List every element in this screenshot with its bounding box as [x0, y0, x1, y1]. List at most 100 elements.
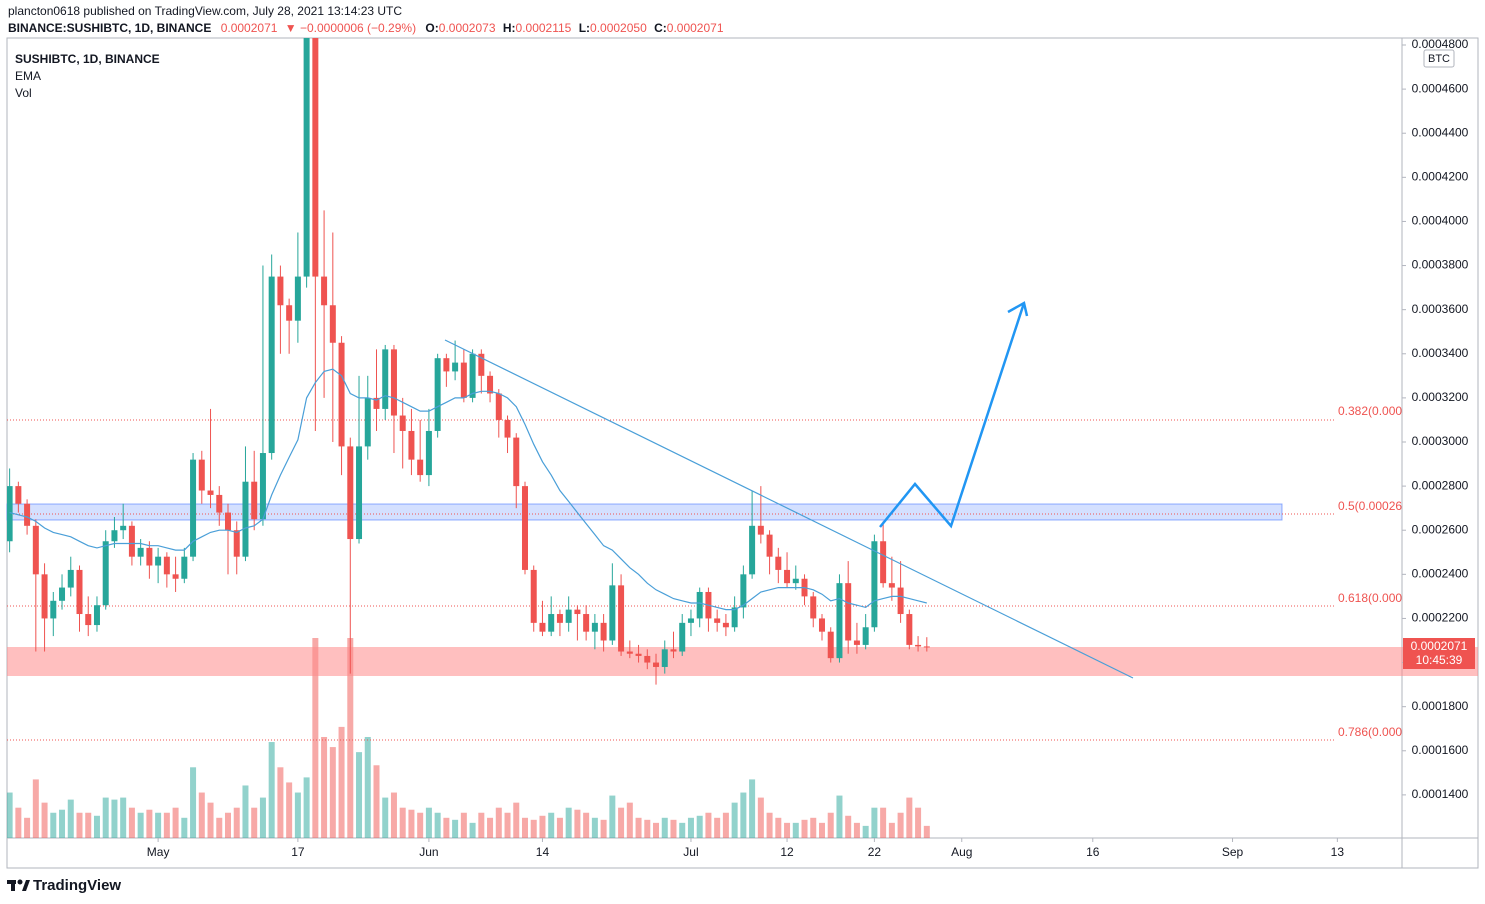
volume-bar [827, 812, 834, 838]
candle-body [574, 609, 581, 615]
volume-bar [670, 819, 677, 838]
volume-bar [251, 807, 258, 838]
logo-shape [11, 880, 15, 891]
candle-body [565, 609, 572, 623]
volume-bar [600, 819, 607, 838]
volume-bar [871, 807, 878, 838]
candle-body [513, 437, 520, 487]
y-tick-label: 0.0002600 [1412, 522, 1469, 536]
volume-bar [679, 822, 686, 838]
volume-bar [530, 819, 537, 838]
volume-bar [626, 802, 633, 838]
candle-body [294, 276, 301, 321]
volume-bar [434, 812, 441, 838]
candle-body [321, 276, 328, 306]
candle-body [731, 607, 738, 628]
candle-body [845, 583, 852, 641]
frame [6, 37, 1479, 869]
volume-bar [408, 809, 415, 838]
x-tick-label: Jul [683, 845, 698, 859]
volume-bar [155, 812, 162, 838]
change: ▼ −0.0000006 (−0.29%) [285, 21, 416, 35]
volume-bar [548, 812, 555, 838]
volume-bar [818, 822, 825, 838]
y-tick-label: 0.0001800 [1412, 699, 1469, 713]
price-tag [1403, 638, 1475, 669]
fib-label: 0.786(0.000 [1338, 725, 1402, 739]
volume-bar [76, 812, 83, 838]
volume-bar [792, 822, 799, 838]
candle-body [128, 525, 135, 557]
volume-bar [364, 736, 371, 838]
legend-symbol: SUSHIBTC, 1D, BINANCE [15, 52, 160, 66]
volume-bar [495, 807, 502, 838]
volume-bar [653, 822, 660, 838]
volume-bar [687, 817, 694, 838]
candle-body [24, 503, 31, 526]
y-tick-label: 0.0003800 [1412, 258, 1469, 272]
candle-body [539, 622, 546, 632]
volume-bar [321, 736, 328, 838]
candle-body [469, 353, 476, 398]
candle-body [216, 494, 223, 513]
volume-bar [775, 817, 782, 838]
candle-body [434, 358, 441, 431]
candle-body [609, 585, 616, 641]
candle-body [906, 614, 913, 645]
volume-bar [224, 812, 231, 838]
volume-bar [906, 797, 913, 838]
logo-shape [17, 879, 23, 885]
candle-body [679, 622, 686, 652]
volume-bar [644, 819, 651, 838]
candle-body [7, 486, 13, 542]
volume-bar [181, 817, 188, 838]
candle-body [591, 622, 598, 632]
volume-bar [661, 817, 668, 838]
candle-body [277, 276, 284, 306]
volume-bar [120, 797, 127, 838]
candle-body [102, 541, 109, 606]
y-tick-label: 0.0004600 [1412, 81, 1469, 95]
candle-body [670, 649, 677, 652]
volume-bar [373, 765, 380, 838]
volume-bar [556, 817, 563, 838]
candle-body [207, 490, 214, 495]
candle-layer [7, 38, 930, 685]
volume-bar [853, 822, 860, 838]
symbol: BINANCE:SUSHIBTC, 1D, BINANCE [8, 21, 211, 35]
volume-bar [207, 802, 214, 838]
candle-body [198, 459, 205, 491]
projection-path [879, 302, 1026, 529]
candle-body [880, 541, 887, 584]
volume-bar [888, 822, 895, 838]
volume-bar [7, 792, 13, 838]
volume-bar [539, 815, 546, 838]
volume-bar [460, 812, 467, 838]
ohlc-key: L: [579, 21, 590, 35]
candle-body [696, 591, 703, 619]
footer-brand: TradingView [33, 877, 121, 894]
volume-bar [338, 726, 345, 838]
volume-bar [915, 807, 922, 838]
candle-body [312, 38, 319, 277]
volume-bar [749, 779, 756, 838]
candle-body [303, 38, 310, 277]
candle-body [530, 569, 537, 623]
candle-body [722, 622, 729, 628]
candle-body [93, 605, 100, 626]
legend-ema: EMA [15, 69, 41, 83]
candle-body [600, 622, 607, 641]
volume-bar [303, 777, 310, 838]
volume-bar [766, 812, 773, 838]
candle-body [120, 525, 127, 531]
volume-bar [425, 807, 432, 838]
price-tag-value: 0.0002071 [1411, 639, 1468, 653]
candle-body [915, 644, 922, 647]
volume-bar [137, 812, 144, 838]
candle-body [251, 481, 258, 520]
fib-lines [7, 419, 1335, 741]
candle-body [32, 525, 39, 575]
candle-body [146, 547, 153, 566]
volume-layer [7, 638, 930, 838]
candle-body [556, 614, 563, 623]
